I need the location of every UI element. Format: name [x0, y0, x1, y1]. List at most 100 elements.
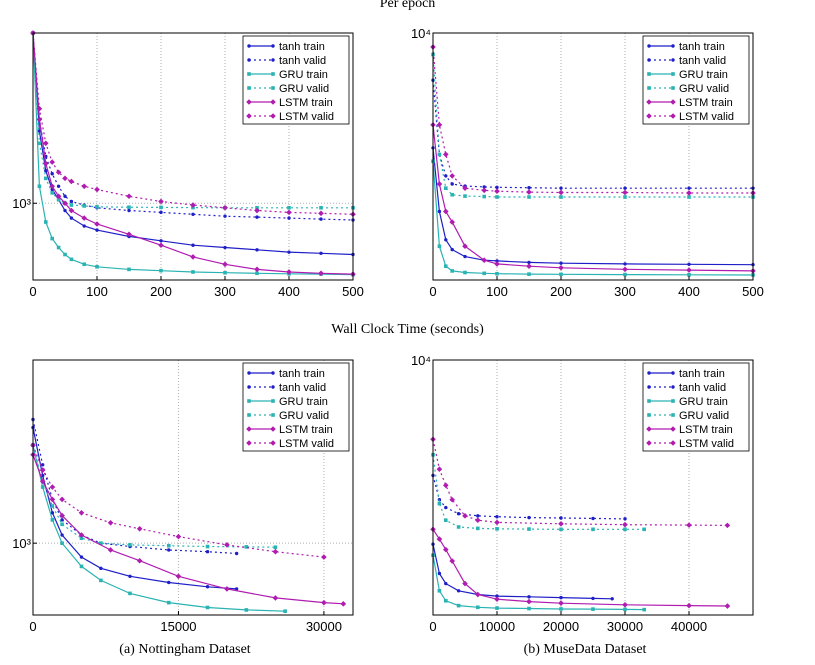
data-point [255, 248, 259, 252]
legend-marker [647, 86, 651, 90]
data-point [94, 221, 100, 227]
x-tick-label: 200 [550, 284, 572, 299]
data-point [449, 219, 455, 225]
y-tick-label: 10³ [12, 536, 31, 551]
data-point [39, 478, 46, 485]
data-point [559, 607, 563, 611]
data-point [591, 527, 595, 532]
data-point [99, 578, 103, 583]
series-line-tanh-valid [432, 475, 626, 520]
data-point [99, 541, 103, 545]
data-point [559, 261, 563, 265]
data-point [79, 564, 84, 569]
data-point [167, 580, 171, 585]
data-point [456, 589, 461, 593]
x-tick-label: 40000 [671, 619, 707, 634]
data-point [456, 525, 461, 529]
data-point [49, 484, 56, 490]
legend-marker [271, 58, 275, 62]
x-tick-label: 15000 [160, 619, 196, 634]
legend-marker [647, 385, 651, 389]
data-point [623, 517, 627, 521]
legend-marker [646, 99, 652, 105]
legend-label: tanh valid [679, 382, 726, 394]
data-point [81, 215, 87, 221]
legend-marker [670, 426, 676, 432]
x-tick-label: 500 [342, 284, 364, 299]
data-point [50, 191, 54, 195]
data-point [527, 186, 531, 190]
data-point [223, 270, 227, 275]
data-point [159, 210, 163, 215]
plot-frame [32, 359, 354, 616]
legend-label: LSTM valid [279, 111, 334, 123]
legend-marker [271, 399, 275, 403]
legend-marker [246, 99, 252, 105]
legend-marker [246, 113, 252, 119]
legend-label: GRU train [679, 396, 728, 408]
data-point [450, 247, 454, 252]
data-point [642, 527, 646, 532]
data-point [481, 257, 487, 263]
per-epoch-title: Per epoch [379, 0, 436, 11]
data-point [36, 105, 43, 112]
data-point [476, 514, 480, 518]
legend-marker [246, 440, 252, 446]
data-point [272, 548, 279, 555]
data-point [272, 595, 279, 601]
legend-box [242, 362, 350, 452]
data-point [686, 522, 692, 528]
legend-marker [646, 426, 652, 432]
data-point [222, 261, 228, 268]
data-point [167, 548, 171, 552]
data-point [482, 271, 486, 276]
data-point [443, 482, 449, 489]
data-point [444, 598, 448, 603]
data-point [62, 175, 68, 182]
x-tick-label: 20000 [543, 619, 579, 634]
data-point [436, 466, 443, 473]
data-point [69, 203, 74, 207]
data-point [687, 273, 691, 277]
x-tick-label: 500 [742, 284, 764, 299]
legend-label: GRU valid [279, 83, 329, 95]
data-point [559, 595, 563, 600]
series-line-gru-train [32, 445, 286, 612]
data-point [495, 195, 499, 199]
x-tick-label: 30000 [607, 619, 643, 634]
data-point [687, 186, 691, 190]
data-point [527, 595, 531, 599]
legend: tanh train tanh valid GRU train GRU valid LS… [642, 35, 750, 125]
data-point [69, 216, 74, 220]
data-point [287, 250, 291, 254]
series-line-gru-valid [32, 445, 276, 548]
data-point [686, 267, 692, 273]
data-point [559, 516, 563, 520]
data-point [494, 596, 500, 602]
data-point [60, 541, 64, 545]
data-point [128, 574, 132, 578]
data-point [437, 501, 442, 506]
data-point [166, 600, 171, 605]
data-point [234, 587, 239, 591]
data-point [462, 513, 468, 519]
data-point [50, 511, 55, 515]
data-point [43, 160, 49, 167]
legend-marker [671, 44, 675, 48]
x-tick-label: 0 [29, 284, 36, 299]
plot-frame [432, 32, 754, 281]
data-point [443, 546, 449, 553]
data-point [55, 193, 62, 200]
legend-marker [671, 413, 675, 417]
data-point [287, 205, 291, 210]
data-point [437, 244, 442, 249]
data-point [527, 272, 531, 276]
data-point [127, 267, 131, 272]
data-point [495, 515, 499, 519]
data-point [94, 186, 100, 193]
data-point [60, 518, 64, 522]
x-tick-label: 300 [614, 284, 636, 299]
data-point [463, 254, 467, 259]
data-point [495, 271, 499, 276]
data-point [475, 517, 481, 523]
